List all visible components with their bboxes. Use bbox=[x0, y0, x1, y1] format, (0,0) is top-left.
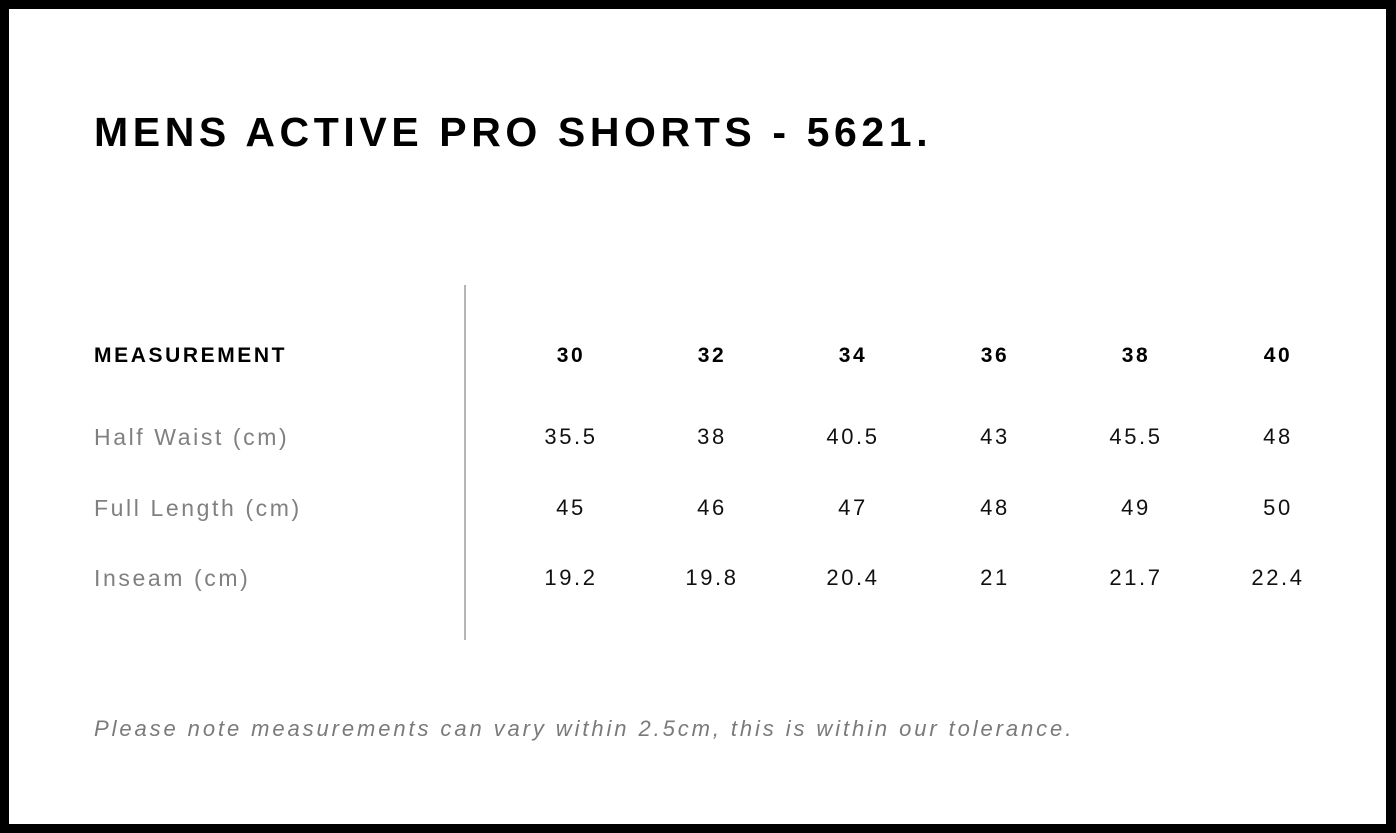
table-cell: 19.8 bbox=[685, 565, 739, 590]
table-cell: 19.2 bbox=[544, 565, 598, 590]
table-row: Inseam (cm) 19.2 19.8 20.4 21 21.7 22.4 bbox=[9, 563, 1386, 593]
table-cell: 48 bbox=[980, 495, 1010, 520]
header-label: MEASUREMENT bbox=[94, 344, 288, 367]
table-cell: 35.5 bbox=[544, 424, 598, 449]
table-cell: 45.5 bbox=[1109, 424, 1163, 449]
table-cell: 47 bbox=[838, 495, 868, 520]
table-cell: 20.4 bbox=[826, 565, 880, 590]
table-cell: 21 bbox=[980, 565, 1010, 590]
size-header: 32 bbox=[697, 344, 727, 367]
page-title: MENS ACTIVE PRO SHORTS - 5621. bbox=[94, 109, 933, 155]
table-cell: 43 bbox=[980, 424, 1010, 449]
tolerance-note: Please note measurements can vary within… bbox=[94, 716, 1075, 741]
row-label: Full Length (cm) bbox=[94, 495, 302, 521]
table-cell: 22.4 bbox=[1251, 565, 1305, 590]
table-cell: 48 bbox=[1263, 424, 1293, 449]
size-chart-card: MENS ACTIVE PRO SHORTS - 5621. MEASUREME… bbox=[9, 9, 1386, 824]
table-cell: 46 bbox=[697, 495, 727, 520]
table-cell: 45 bbox=[556, 495, 586, 520]
table-cell: 40.5 bbox=[826, 424, 880, 449]
size-header: 30 bbox=[556, 344, 586, 367]
table-cell: 21.7 bbox=[1109, 565, 1163, 590]
row-label: Half Waist (cm) bbox=[94, 424, 290, 450]
table-cell: 50 bbox=[1263, 495, 1293, 520]
column-divider bbox=[464, 285, 466, 640]
table-header-row: MEASUREMENT 30 32 34 36 38 40 bbox=[9, 341, 1386, 371]
table-cell: 49 bbox=[1121, 495, 1151, 520]
size-header: 38 bbox=[1121, 344, 1151, 367]
size-header: 34 bbox=[838, 344, 868, 367]
size-header: 36 bbox=[980, 344, 1010, 367]
table-row: Half Waist (cm) 35.5 38 40.5 43 45.5 48 bbox=[9, 422, 1386, 452]
row-label: Inseam (cm) bbox=[94, 565, 251, 591]
table-row: Full Length (cm) 45 46 47 48 49 50 bbox=[9, 493, 1386, 523]
size-header: 40 bbox=[1263, 344, 1293, 367]
table-cell: 38 bbox=[697, 424, 727, 449]
